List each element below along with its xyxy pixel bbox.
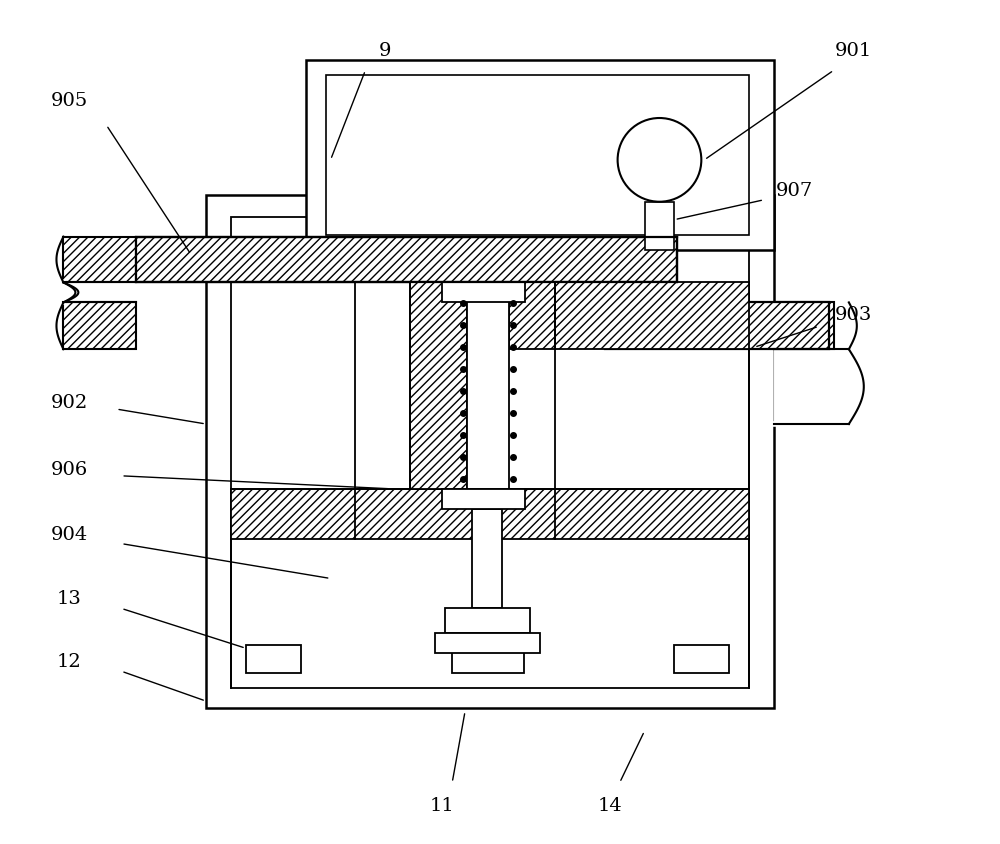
Bar — [555, 283, 749, 349]
Text: 905: 905 — [51, 92, 88, 110]
Bar — [442, 490, 525, 509]
Bar — [467, 283, 509, 490]
Text: 906: 906 — [51, 460, 88, 479]
Text: 13: 13 — [57, 590, 82, 608]
Circle shape — [618, 119, 701, 203]
Bar — [442, 283, 525, 303]
Polygon shape — [774, 349, 864, 425]
Text: 907: 907 — [775, 181, 813, 199]
Bar — [206, 196, 774, 708]
Bar — [645, 203, 674, 251]
Bar — [306, 61, 774, 251]
Text: 14: 14 — [597, 796, 622, 814]
Text: 9: 9 — [379, 42, 392, 60]
Bar — [63, 237, 136, 283]
Text: 902: 902 — [51, 393, 88, 412]
Bar — [410, 283, 467, 490]
Text: 901: 901 — [835, 42, 872, 60]
Bar — [674, 646, 729, 674]
Bar — [605, 303, 829, 349]
Bar — [326, 76, 749, 235]
Text: 11: 11 — [430, 796, 455, 814]
Bar — [452, 646, 524, 674]
Bar — [231, 490, 749, 539]
Text: 12: 12 — [57, 652, 82, 670]
Bar — [231, 218, 749, 689]
Bar — [472, 509, 502, 609]
Bar — [509, 283, 555, 349]
Bar — [445, 609, 530, 634]
Text: 903: 903 — [835, 306, 873, 324]
Bar — [774, 303, 834, 349]
Bar — [136, 237, 677, 283]
Text: 904: 904 — [51, 525, 88, 543]
Bar — [435, 634, 540, 653]
Bar — [63, 303, 136, 349]
Bar — [246, 646, 301, 674]
